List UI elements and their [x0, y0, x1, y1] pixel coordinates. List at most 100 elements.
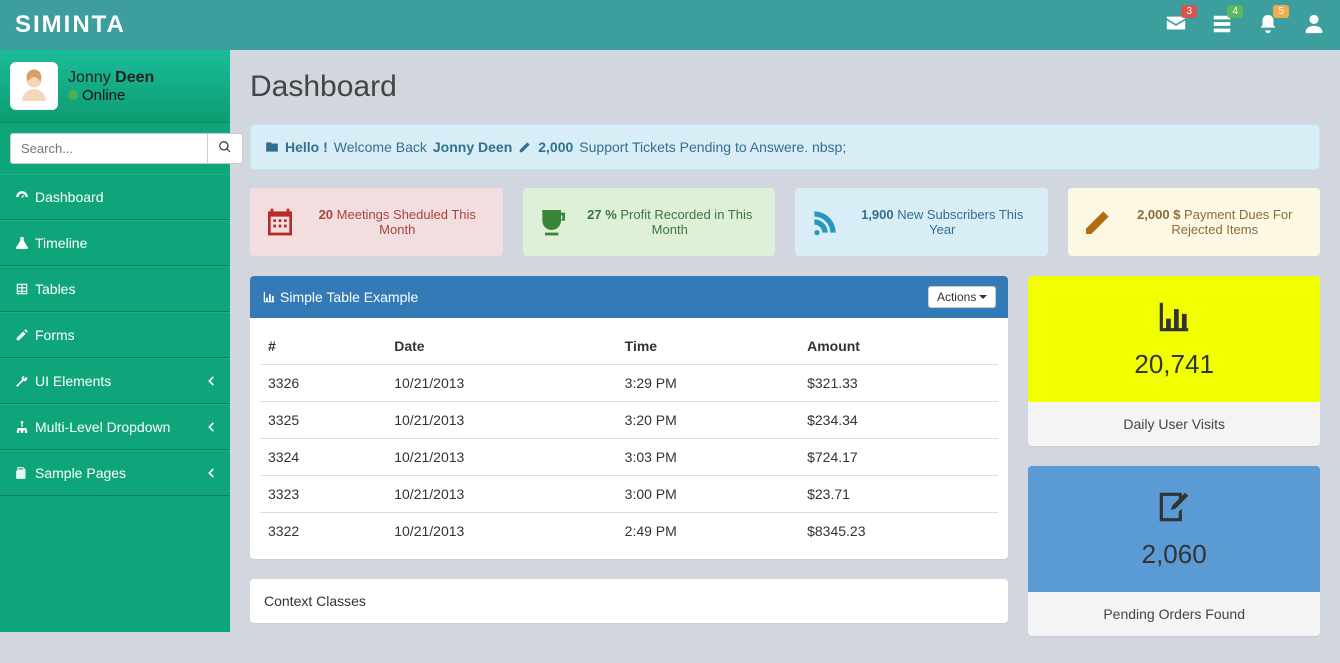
tasks-icon[interactable]: 4: [1211, 13, 1233, 38]
barchart-icon: [262, 290, 276, 304]
sidebar-item-forms[interactable]: Forms: [0, 312, 230, 358]
table-cell: 3:00 PM: [617, 476, 799, 513]
alert-tickets-text: Support Tickets Pending to Answere. nbsp…: [579, 139, 846, 155]
pencil-icon: [1082, 206, 1114, 238]
metric-top: 20,741: [1028, 276, 1320, 402]
stat-text: 2,000 $ Payment Dues For Rejected Items: [1124, 207, 1307, 237]
table-cell: 3322: [260, 513, 386, 550]
table-cell: 3324: [260, 439, 386, 476]
stat-box-blue[interactable]: 1,900 New Subscribers This Year: [795, 188, 1048, 256]
mail-icon[interactable]: 3: [1165, 13, 1187, 38]
cup-icon: [537, 206, 569, 238]
table-cell: 3:20 PM: [617, 402, 799, 439]
table-row: 332610/21/20133:29 PM$321.33: [260, 365, 998, 402]
bell-icon[interactable]: 5: [1257, 13, 1279, 38]
chevron-left-icon: [204, 466, 218, 480]
folder-icon: [265, 140, 279, 154]
table-header: Time: [617, 328, 799, 365]
table-panel-header: Simple Table Example Actions: [250, 276, 1008, 318]
metric-top: 2,060: [1028, 466, 1320, 592]
table-panel-title: Simple Table Example: [280, 289, 418, 305]
stat-text: 20 Meetings Sheduled This Month: [306, 207, 489, 237]
table-header: #: [260, 328, 386, 365]
table-row: 332210/21/20132:49 PM$8345.23: [260, 513, 998, 550]
bell-badge: 5: [1273, 5, 1289, 18]
content-left: Simple Table Example Actions #DateTimeAm…: [250, 276, 1008, 643]
table-header: Amount: [799, 328, 998, 365]
sidebar-item-tables[interactable]: Tables: [0, 266, 230, 312]
mail-badge: 3: [1181, 5, 1197, 18]
welcome-alert: Hello ! Welcome Back Jonny Deen 2,000 Su…: [250, 124, 1320, 170]
table-cell: 3326: [260, 365, 386, 402]
context-panel: Context Classes: [250, 579, 1008, 623]
nav-label: Forms: [35, 327, 75, 343]
content-row: Simple Table Example Actions #DateTimeAm…: [250, 276, 1320, 643]
table-cell: 10/21/2013: [386, 513, 616, 550]
user-icon[interactable]: [1303, 13, 1325, 38]
editbox-icon: [1155, 488, 1193, 526]
caret-down-icon: [979, 295, 987, 299]
header-icons: 3 4 5: [1165, 13, 1325, 38]
user-name: Jonny Deen: [68, 69, 154, 87]
stat-text: 1,900 New Subscribers This Year: [851, 207, 1034, 237]
context-panel-title: Context Classes: [250, 579, 1008, 623]
stat-box-green[interactable]: 27 % Profit Recorded in This Month: [523, 188, 776, 256]
calendar-icon: [264, 206, 296, 238]
metric-box-yellow[interactable]: 20,741Daily User Visits: [1028, 276, 1320, 446]
metric-label: Pending Orders Found: [1028, 592, 1320, 636]
logo[interactable]: SIMINTA: [15, 11, 126, 39]
stat-box-yellow[interactable]: 2,000 $ Payment Dues For Rejected Items: [1068, 188, 1321, 256]
alert-welcome: Welcome Back: [334, 139, 427, 155]
table-cell: $724.17: [799, 439, 998, 476]
alert-tickets: 2,000: [538, 139, 573, 155]
nav-label: Multi-Level Dropdown: [35, 419, 170, 435]
table-cell: 10/21/2013: [386, 365, 616, 402]
table-cell: $23.71: [799, 476, 998, 513]
table-icon: [15, 282, 29, 296]
table-panel-body: #DateTimeAmount 332610/21/20133:29 PM$32…: [250, 318, 1008, 559]
search-input[interactable]: [10, 133, 208, 164]
sidebar-item-dashboard[interactable]: Dashboard: [0, 174, 230, 220]
nav-label: Sample Pages: [35, 465, 126, 481]
data-table: #DateTimeAmount 332610/21/20133:29 PM$32…: [260, 328, 998, 549]
table-cell: 10/21/2013: [386, 476, 616, 513]
stat-row: 20 Meetings Sheduled This Month 27 % Prof…: [250, 188, 1320, 256]
user-panel: Jonny Deen Online: [0, 50, 230, 123]
rss-icon: [809, 206, 841, 238]
metric-box-blue[interactable]: 2,060 Pending Orders Found: [1028, 466, 1320, 636]
flask-icon: [15, 236, 29, 250]
header: SIMINTA 3 4 5: [0, 0, 1340, 50]
content-right: 20,741Daily User Visits 2,060 Pending Orde…: [1028, 276, 1320, 643]
table-cell: 10/21/2013: [386, 402, 616, 439]
table-cell: 10/21/2013: [386, 439, 616, 476]
metric-value: 2,060: [1050, 539, 1298, 570]
status-dot-icon: [68, 90, 78, 100]
chevron-left-icon: [204, 374, 218, 388]
table-cell: 2:49 PM: [617, 513, 799, 550]
nav-label: Dashboard: [35, 189, 104, 205]
files-icon: [15, 466, 29, 480]
table-cell: $321.33: [799, 365, 998, 402]
chevron-left-icon: [204, 420, 218, 434]
sidebar-item-multi-level-dropdown[interactable]: Multi-Level Dropdown: [0, 404, 230, 450]
pencil-icon: [518, 140, 532, 154]
sidebar-item-sample-pages[interactable]: Sample Pages: [0, 450, 230, 496]
table-row: 332410/21/20133:03 PM$724.17: [260, 439, 998, 476]
avatar[interactable]: [10, 62, 58, 110]
actions-button[interactable]: Actions: [928, 286, 996, 308]
user-status: Online: [68, 87, 154, 104]
table-row: 332310/21/20133:00 PM$23.71: [260, 476, 998, 513]
sidebar-item-ui-elements[interactable]: UI Elements: [0, 358, 230, 404]
table-header: Date: [386, 328, 616, 365]
stat-box-red[interactable]: 20 Meetings Sheduled This Month: [250, 188, 503, 256]
nav-label: Tables: [35, 281, 75, 297]
search-button[interactable]: [208, 133, 243, 164]
main-content: Dashboard Hello ! Welcome Back Jonny Dee…: [230, 50, 1340, 663]
metric-label: Daily User Visits: [1028, 402, 1320, 446]
sidebar-item-timeline[interactable]: Timeline: [0, 220, 230, 266]
page-title: Dashboard: [250, 70, 1320, 104]
table-cell: 3:29 PM: [617, 365, 799, 402]
nav-label: UI Elements: [35, 373, 111, 389]
sidebar: Jonny Deen Online Dashboard Timeline Table…: [0, 50, 230, 632]
alert-hello: Hello !: [285, 139, 328, 155]
